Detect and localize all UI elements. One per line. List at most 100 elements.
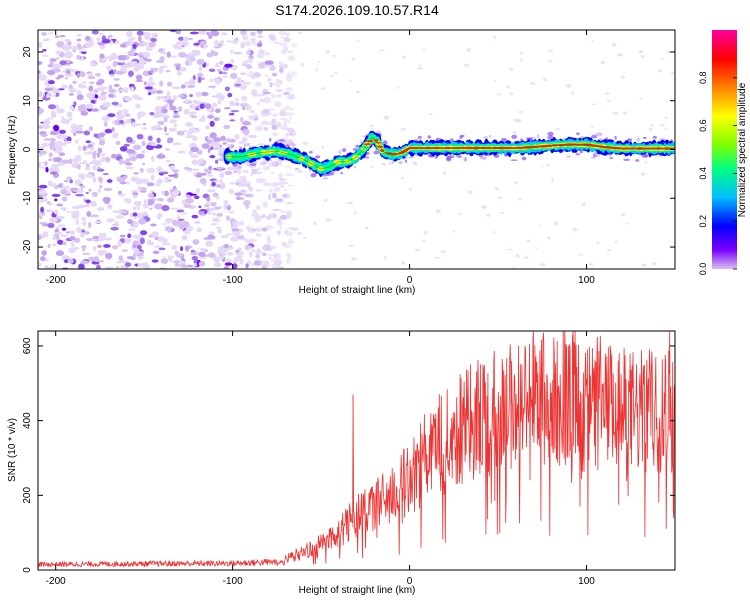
noise-blob xyxy=(39,131,47,135)
noise-blob xyxy=(278,31,287,36)
noise-blob xyxy=(351,57,356,61)
noise-blob xyxy=(191,214,199,219)
noise-blob xyxy=(135,79,144,83)
noise-blob xyxy=(248,55,254,60)
noise-blob xyxy=(143,199,147,205)
noise-blob xyxy=(77,164,81,170)
noise-blob xyxy=(150,190,155,193)
noise-blob xyxy=(285,173,294,177)
noise-blob xyxy=(226,204,232,211)
noise-blob xyxy=(77,145,82,151)
noise-blob xyxy=(188,127,197,134)
noise-blob xyxy=(209,120,215,127)
noise-blob xyxy=(261,214,266,218)
noise-blob xyxy=(174,250,179,256)
noise-blob xyxy=(199,103,205,109)
noise-blob xyxy=(189,111,198,115)
noise-blob xyxy=(93,89,99,93)
noise-blob xyxy=(70,241,75,248)
noise-blob xyxy=(277,217,282,224)
noise-blob xyxy=(73,237,81,243)
noise-blob xyxy=(61,227,67,231)
noise-blob xyxy=(257,42,263,48)
ridge-halo-blob xyxy=(237,165,242,169)
noise-blob xyxy=(262,201,268,208)
noise-blob xyxy=(53,68,61,73)
noise-blob xyxy=(197,72,204,78)
noise-blob xyxy=(127,218,133,225)
noise-blob xyxy=(88,85,94,92)
ridge-halo-blob xyxy=(449,138,454,143)
noise-blob xyxy=(198,251,206,258)
noise-blob xyxy=(190,115,198,119)
noise-blob xyxy=(53,157,63,163)
noise-blob xyxy=(535,247,538,250)
ridge-halo-blob xyxy=(489,134,492,138)
noise-blob xyxy=(66,210,70,213)
noise-blob xyxy=(225,233,233,236)
noise-blob xyxy=(323,198,328,202)
noise-blob xyxy=(255,227,263,232)
noise-blob xyxy=(214,108,221,113)
noise-blob xyxy=(55,92,60,97)
noise-blob xyxy=(111,127,115,132)
noise-blob xyxy=(150,143,158,147)
noise-blob xyxy=(168,174,176,177)
noise-blob xyxy=(524,256,529,259)
noise-blob xyxy=(207,85,217,89)
noise-blob xyxy=(253,260,262,266)
noise-blob xyxy=(78,83,84,89)
noise-blob xyxy=(509,92,514,96)
noise-blob xyxy=(271,118,277,124)
noise-blob xyxy=(321,145,324,149)
noise-blob xyxy=(156,137,161,143)
noise-blob xyxy=(47,180,53,187)
noise-blob xyxy=(38,74,47,81)
noise-blob xyxy=(232,259,239,264)
noise-blob xyxy=(283,230,288,235)
noise-blob xyxy=(261,110,265,118)
noise-blob xyxy=(276,80,281,85)
noise-blob xyxy=(38,234,42,241)
noise-blob xyxy=(161,106,167,109)
noise-blob xyxy=(223,243,229,249)
noise-blob xyxy=(272,72,278,77)
noise-blob xyxy=(49,166,53,173)
noise-blob xyxy=(353,211,357,214)
noise-blob xyxy=(137,185,141,192)
noise-blob xyxy=(38,189,47,196)
ridge-halo-blob xyxy=(478,154,483,158)
noise-blob xyxy=(220,235,229,239)
noise-blob xyxy=(279,79,283,85)
noise-blob xyxy=(85,163,90,168)
spectrogram-xlabel: Height of straight line (km) xyxy=(299,285,416,296)
noise-blob xyxy=(136,206,140,211)
noise-blob xyxy=(356,90,360,94)
noise-blob xyxy=(92,245,97,252)
noise-blob xyxy=(124,262,132,267)
noise-blob xyxy=(157,198,164,202)
noise-blob xyxy=(180,246,184,252)
noise-blob xyxy=(119,260,129,264)
noise-blob xyxy=(198,260,206,267)
noise-blob xyxy=(158,247,166,251)
noise-blob xyxy=(168,127,177,133)
noise-blob xyxy=(144,36,150,40)
noise-blob xyxy=(592,103,597,105)
noise-blob xyxy=(61,116,65,121)
noise-blob xyxy=(73,158,82,162)
noise-blob xyxy=(612,111,619,115)
noise-blob xyxy=(132,43,137,49)
noise-blob xyxy=(49,130,58,136)
noise-blob xyxy=(40,206,44,213)
noise-blob xyxy=(126,149,136,154)
noise-blob xyxy=(86,92,95,99)
noise-blob xyxy=(117,190,122,195)
noise-blob xyxy=(146,239,153,246)
noise-blob xyxy=(242,169,249,174)
noise-blob xyxy=(142,70,151,77)
ridge-halo-blob xyxy=(417,135,422,140)
noise-blob xyxy=(670,72,675,75)
noise-blob xyxy=(230,58,235,64)
noise-blob xyxy=(290,227,299,231)
